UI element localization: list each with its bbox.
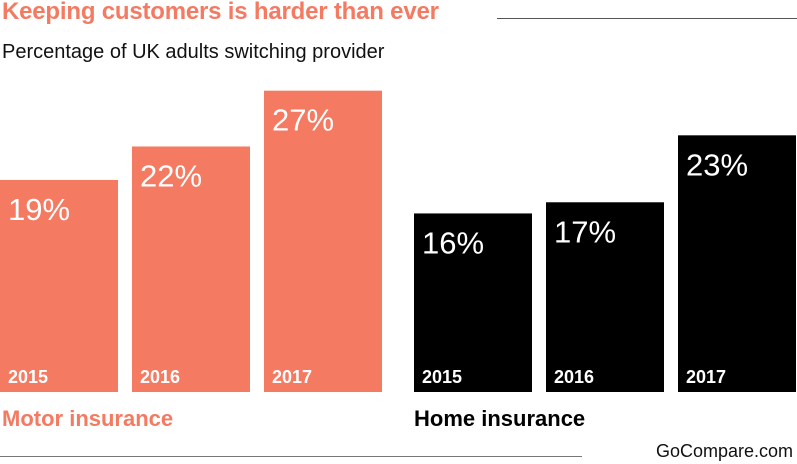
- year-label-motor-2016: 2016: [140, 367, 180, 387]
- bar-home-2015: [414, 213, 532, 392]
- bar-home-2017: [678, 135, 796, 392]
- year-label-motor-2015: 2015: [8, 367, 48, 387]
- year-label-home-2016: 2016: [554, 367, 594, 387]
- bar-motor-2017: [264, 90, 382, 393]
- value-label-motor-2017: 27%: [272, 103, 334, 138]
- chart-subtitle: Percentage of UK adults switching provid…: [2, 41, 385, 63]
- value-label-home-2017: 23%: [686, 147, 748, 182]
- group-label-motor: Motor insurance: [2, 406, 174, 431]
- footer-divider: [0, 456, 582, 457]
- bar-home-2016: [546, 202, 664, 392]
- chart-title: Keeping customers is harder than ever: [2, 0, 439, 25]
- source-credit: GoCompare.com: [655, 441, 793, 461]
- year-label-home-2017: 2017: [686, 367, 726, 387]
- value-label-home-2016: 17%: [554, 214, 616, 249]
- title-divider: [497, 18, 797, 19]
- value-label-home-2015: 16%: [422, 225, 484, 260]
- year-label-home-2015: 2015: [422, 367, 462, 387]
- year-label-motor-2017: 2017: [272, 367, 312, 387]
- bar-motor-2015: [0, 179, 118, 392]
- bar-motor-2016: [132, 146, 250, 392]
- group-label-home: Home insurance: [414, 406, 586, 431]
- value-label-motor-2015: 19%: [8, 192, 70, 227]
- value-label-motor-2016: 22%: [140, 158, 202, 193]
